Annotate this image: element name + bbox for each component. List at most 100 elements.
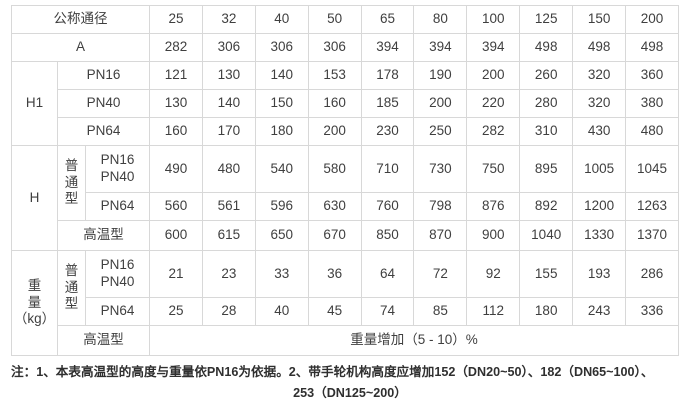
weight-label-char-0: 重: [27, 277, 42, 293]
footnote-line-1: 注：1、本表高温型的高度与重量依PN16为依据。2、带手轮机构高度应增加152（…: [11, 365, 654, 379]
weight-normal-char-0: 普: [64, 262, 79, 278]
row-group-label-h1: H1: [11, 61, 58, 146]
cell-a-5: 394: [413, 33, 468, 62]
table-footnote: 注：1、本表高温型的高度与重量依PN16为依据。2、带手轮机构高度应增加152（…: [0, 362, 700, 404]
cell-h-n2-5: 798: [413, 192, 468, 221]
row-label-weight-high-temp: 高温型: [56, 325, 151, 356]
cell-h-ht-8: 1330: [572, 220, 627, 251]
cell-h1-pn16-7: 260: [519, 61, 574, 90]
cell-h-ht-3: 670: [307, 220, 362, 251]
table-row-a: A 282 306 306 306 394 394 394 498 498 49…: [10, 33, 679, 62]
cell-w-n2-4: 74: [360, 297, 415, 326]
cell-h-n1-6: 750: [466, 145, 521, 193]
cell-w-n1-3: 36: [307, 250, 362, 298]
cell-w-n2-5: 85: [413, 297, 468, 326]
cell-h-n1-7: 895: [519, 145, 574, 193]
col-head-5: 80: [413, 5, 468, 34]
cell-h1-pn16-0: 121: [149, 61, 203, 90]
cell-w-n1-0: 21: [149, 250, 203, 298]
cell-h-n1-1: 480: [201, 145, 256, 193]
cell-h1-pn40-2: 150: [254, 89, 309, 118]
row-label-weight-pn64: PN64: [84, 297, 151, 326]
cell-h1-pn40-0: 130: [149, 89, 203, 118]
cell-a-8: 498: [572, 33, 627, 62]
cell-h1-pn16-5: 190: [413, 61, 468, 90]
cell-w-n2-3: 45: [307, 297, 362, 326]
cell-h1-pn64-2: 180: [254, 117, 309, 146]
cell-h1-pn16-4: 178: [360, 61, 415, 90]
cell-h-n2-2: 596: [254, 192, 309, 221]
col-head-4: 65: [360, 5, 415, 34]
cell-h-n1-2: 540: [254, 145, 309, 193]
cell-h1-pn40-8: 320: [572, 89, 627, 118]
h-pn-line-0: PN16: [100, 152, 135, 168]
cell-h1-pn64-0: 160: [149, 117, 203, 146]
cell-w-n1-2: 33: [254, 250, 309, 298]
h-normal-char-1: 通: [64, 174, 79, 190]
cell-h1-pn64-7: 310: [519, 117, 574, 146]
row-label-h1-pn64: PN64: [56, 117, 151, 146]
footnote-line-2: 253（DN125~200）: [293, 385, 407, 400]
cell-w-n1-7: 155: [519, 250, 574, 298]
cell-h1-pn64-5: 250: [413, 117, 468, 146]
table-row-h-normal-pn64: PN64 560 561 596 630 760 798 876 892 120…: [12, 192, 679, 221]
table-row-h-normal-pn16-pn40: H 普通型 PN16 PN40 490 480 540 580 710 730 7…: [11, 145, 679, 251]
cell-h-n2-8: 1200: [572, 192, 627, 221]
cell-a-0: 282: [149, 33, 203, 62]
cell-h-n1-4: 710: [360, 145, 415, 193]
cell-h-n2-6: 876: [466, 192, 521, 221]
weight-label-char-1: 量: [27, 294, 42, 310]
cell-h1-pn64-1: 170: [201, 117, 256, 146]
cell-h1-pn40-4: 185: [360, 89, 415, 118]
cell-h1-pn40-5: 200: [413, 89, 468, 118]
cell-h-n2-7: 892: [519, 192, 574, 221]
cell-h-n2-9: 1263: [625, 192, 679, 221]
cell-a-7: 498: [519, 33, 574, 62]
cell-w-n2-1: 28: [201, 297, 256, 326]
cell-h-n2-3: 630: [307, 192, 362, 221]
weight-normal-char-1: 通: [64, 279, 79, 295]
cell-h1-pn40-9: 380: [625, 89, 679, 118]
table-row-weight-normal-pn64: PN64 25 28 40 45 74 85 112 180 243 336: [12, 297, 679, 326]
valve-dimension-table: 公称通径 25 32 40 50 65 80 100 125 150 200 A…: [10, 5, 679, 356]
cell-w-n1-6: 92: [466, 250, 521, 298]
cell-h1-pn64-9: 480: [625, 117, 679, 146]
row-label-weight-pn16-pn40: PN16 PN40: [84, 250, 151, 298]
cell-h-n1-9: 1045: [625, 145, 679, 193]
cell-a-2: 306: [254, 33, 309, 62]
cell-h1-pn16-2: 140: [254, 61, 309, 90]
col-head-9: 200: [625, 5, 679, 34]
row-group-label-weight: 重量（kg）: [11, 250, 58, 356]
row-label-h1-pn40: PN40: [56, 89, 151, 118]
cell-h-ht-9: 1370: [625, 220, 679, 251]
h-normal-char-2: 型: [64, 191, 79, 207]
col-head-0: 25: [149, 5, 203, 34]
col-head-7: 125: [519, 5, 574, 34]
table-row-nominal-diameter: 公称通径 25 32 40 50 65 80 100 125 150 200: [10, 5, 679, 34]
cell-h1-pn64-4: 230: [360, 117, 415, 146]
cell-h-ht-0: 600: [149, 220, 203, 251]
cell-w-n1-9: 286: [625, 250, 679, 298]
cell-w-n2-0: 25: [149, 297, 203, 326]
col-head-3: 50: [307, 5, 362, 34]
table-row-weight-normal-pn16-pn40: 重量（kg） 普通型 PN16 PN40 21 23 33 36 64 72 92…: [11, 250, 679, 356]
row-label-h-pn16-pn40: PN16 PN40: [84, 145, 151, 193]
cell-h-ht-7: 1040: [519, 220, 574, 251]
cell-w-n2-9: 336: [625, 297, 679, 326]
col-head-1: 32: [201, 5, 256, 34]
row-subgroup-label-weight-normal: 普通型: [57, 250, 86, 326]
cell-h1-pn40-7: 280: [519, 89, 574, 118]
row-label-h1-pn16: PN16: [56, 61, 151, 90]
row-label-a: A: [10, 33, 151, 62]
cell-w-n1-8: 193: [572, 250, 627, 298]
cell-h1-pn16-6: 200: [466, 61, 521, 90]
row-group-label-h: H: [11, 145, 58, 251]
cell-w-n2-7: 180: [519, 297, 574, 326]
weight-label-unit: （kg）: [13, 311, 56, 327]
cell-h-n2-0: 560: [149, 192, 203, 221]
cell-h1-pn16-8: 320: [572, 61, 627, 90]
col-head-6: 100: [466, 5, 521, 34]
cell-h-n1-0: 490: [149, 145, 203, 193]
table-row-h1-pn64: PN64 160 170 180 200 230 250 282 310 430…: [12, 117, 679, 146]
